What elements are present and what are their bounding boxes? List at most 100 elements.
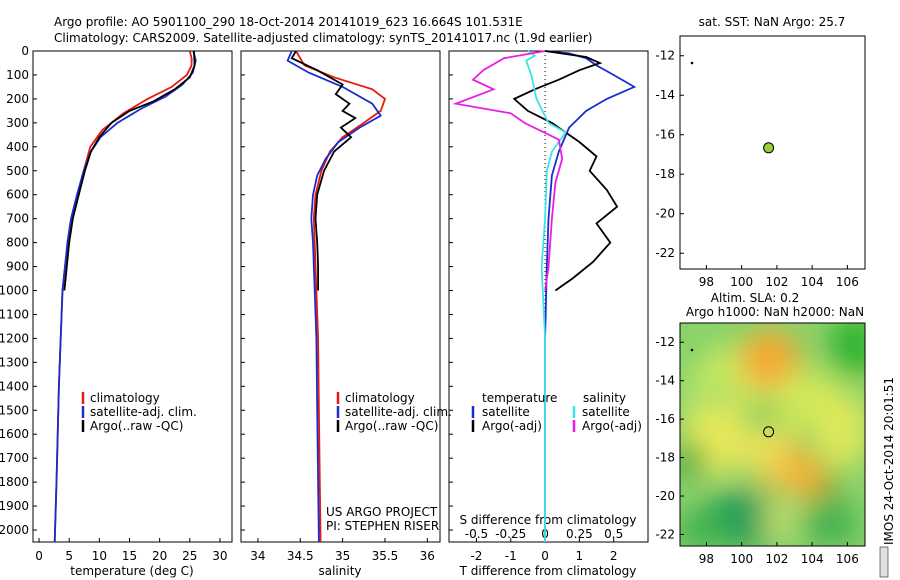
sla-heatmap — [680, 323, 865, 546]
salinity-xlabel: salinity — [318, 564, 361, 578]
map-y-tick-label: -14 — [655, 374, 675, 388]
side-label: IMOS 24-Oct-2014 20:01:51 — [882, 377, 896, 545]
x-tick-label: 36 — [420, 549, 435, 563]
temperature-axes: 0 5 10 15 20 25 30 — [35, 538, 228, 563]
map-x-tick-label: 98 — [699, 552, 714, 566]
depth-tick-label: 1400 — [0, 379, 29, 393]
legend-title-salinity: salinity — [583, 391, 626, 405]
sla-map-title-line1: Altim. SLA: 0.2 — [711, 291, 799, 305]
difference-panel — [448, 50, 649, 543]
x-tick-label: 34 — [250, 549, 265, 563]
salinity-panel — [240, 50, 441, 543]
depth-tick-label: 500 — [6, 164, 29, 178]
sla-map-title-line2: Argo h1000: NaN h2000: NaN — [686, 305, 864, 319]
map-y-tick-label: -22 — [655, 246, 675, 260]
series-line-satellite-adj-clim- — [53, 50, 197, 543]
depth-tick-label: 1200 — [0, 331, 29, 345]
map-y-tick-label: -12 — [655, 335, 675, 349]
temperature-legend: climatology satellite-adj. clim. Argo(..… — [81, 391, 197, 433]
depth-tick-label: 900 — [6, 260, 29, 274]
depth-tick-label: 1100 — [0, 307, 29, 321]
map-y-tick-label: -20 — [655, 489, 675, 503]
title-line1: Argo profile: AO 5901100_290 18-Oct-2014… — [54, 15, 523, 29]
map-y-tick-label: -12 — [655, 49, 675, 63]
depth-tick-label: 800 — [6, 236, 29, 250]
difference-xlabel-top: S difference from climatology — [460, 513, 637, 527]
series-line-salinity-argo-adj- — [452, 50, 564, 291]
depth-tick-label: 0 — [21, 44, 29, 58]
series-line-salinity-satellite — [525, 50, 568, 542]
depth-tick-label: 200 — [6, 92, 29, 106]
depth-tick-label: 1000 — [0, 284, 29, 298]
map-x-tick-label: 104 — [801, 552, 824, 566]
sst-map-axes: 98 100 102 104 106 -12 -14 -16 -18 -20 -22 — [655, 49, 858, 289]
map-y-tick-label: -20 — [655, 207, 675, 221]
sla-map-axes: 98 100 102 104 106 -12 -14 -16 -18 -20 -22 — [655, 335, 858, 566]
series-line-satellite-adj-clim- — [286, 50, 383, 543]
depth-tick-label: 100 — [6, 68, 29, 82]
map-y-tick-label: -18 — [655, 451, 675, 465]
depth-tick-label: 300 — [6, 116, 29, 130]
legend-label-argo: Argo(..raw -QC) — [345, 419, 438, 433]
x-tick-label: 25 — [182, 549, 197, 563]
depth-tick-label: 600 — [6, 188, 29, 202]
map-x-tick-label: 106 — [836, 552, 859, 566]
x-tick-label: -1 — [505, 549, 517, 563]
depth-tick-label: 700 — [6, 212, 29, 226]
salinity-series — [286, 50, 387, 543]
depth-tick-label: 2000 — [0, 523, 29, 537]
temperature-series — [53, 50, 197, 543]
series-line-argo-raw-qc- — [290, 50, 358, 291]
map-x-tick-label: 100 — [730, 275, 753, 289]
top-tick-label: -0.5 — [465, 527, 488, 541]
x-tick-label: 20 — [152, 549, 167, 563]
difference-xlabel-bottom: T difference from climatology — [459, 564, 637, 578]
x-tick-label: 35.5 — [372, 549, 399, 563]
difference-legend: temperature salinity satellite Argo(-adj… — [471, 391, 642, 433]
x-tick-label: 0 — [35, 549, 43, 563]
legend-label-s-satellite: satellite — [582, 405, 630, 419]
x-tick-label: 1 — [576, 549, 584, 563]
salinity-axes: 34 34.5 35 35.5 36 — [250, 538, 435, 563]
x-tick-label: 0 — [541, 549, 549, 563]
map-x-tick-label: 104 — [801, 275, 824, 289]
depth-tick-label: 1700 — [0, 451, 29, 465]
sst-coast-dot — [690, 61, 694, 65]
sst-map-frame — [679, 35, 866, 270]
map-x-tick-label: 98 — [699, 275, 714, 289]
x-tick-label: 15 — [122, 549, 137, 563]
depth-tick-label: 400 — [6, 140, 29, 154]
x-tick-label: 34.5 — [287, 549, 314, 563]
legend-label-t-argo: Argo(-adj) — [482, 419, 542, 433]
map-x-tick-label: 102 — [765, 552, 788, 566]
map-y-tick-label: -14 — [655, 88, 675, 102]
depth-tick-label: 1900 — [0, 499, 29, 513]
difference-series — [452, 50, 637, 542]
top-tick-label: 0.25 — [566, 527, 593, 541]
depth-tick-label: 1300 — [0, 355, 29, 369]
legend-label-climatology: climatology — [90, 391, 160, 405]
series-line-climatology — [53, 50, 193, 543]
credit-line2: PI: STEPHEN RISER — [326, 519, 439, 533]
temperature-xlabel: temperature (deg C) — [70, 564, 193, 578]
colorbar-strip — [879, 546, 889, 578]
map-y-tick-label: -18 — [655, 167, 675, 181]
legend-label-argo: Argo(..raw -QC) — [90, 419, 183, 433]
x-tick-label: 10 — [92, 549, 107, 563]
salinity-legend: climatology satellite-adj. clim. Argo(..… — [326, 391, 452, 533]
title-line2: Climatology: CARS2009. Satellite-adjuste… — [54, 31, 592, 45]
credit-line1: US ARGO PROJECT — [326, 505, 438, 519]
sla-coast-dot — [690, 348, 694, 352]
series-line-temperature-satellite — [544, 50, 637, 542]
map-y-tick-label: -16 — [655, 412, 675, 426]
legend-label-satellite: satellite-adj. clim. — [345, 405, 452, 419]
map-y-tick-label: -22 — [655, 527, 675, 541]
map-x-tick-label: 100 — [730, 552, 753, 566]
sla-profile-marker — [763, 426, 775, 438]
temperature-panel — [32, 50, 233, 543]
sst-profile-marker — [763, 142, 775, 154]
depth-axis: 0 100 200 300 400 500 600 700 800 900 1000 1100 1200… — [0, 44, 453, 537]
legend-label-t-satellite: satellite — [482, 405, 530, 419]
top-tick-label: 0.5 — [604, 527, 623, 541]
